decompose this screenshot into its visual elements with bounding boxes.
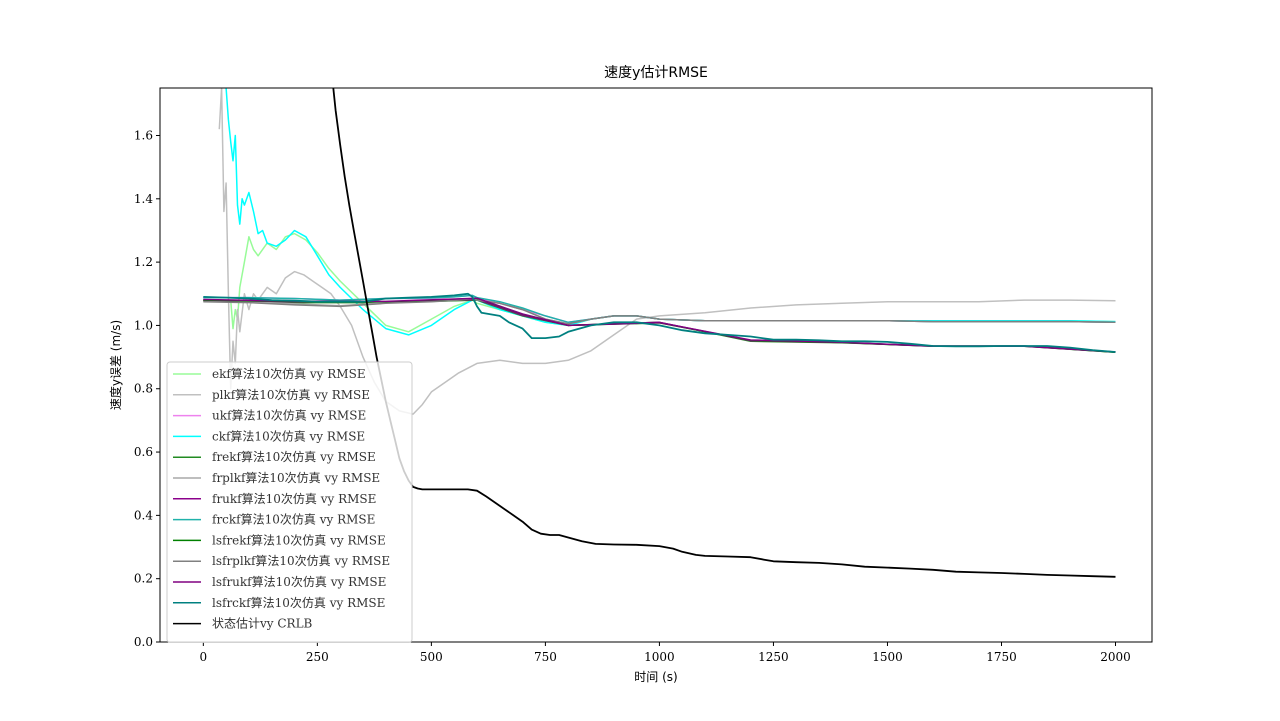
y-tick-label: 1.0	[134, 318, 153, 332]
y-tick-label: 0.8	[134, 382, 153, 396]
x-axis-label: 时间 (s)	[634, 670, 677, 684]
chart-title: 速度y估计RMSE	[604, 65, 708, 81]
x-tick-label: 1250	[758, 650, 789, 664]
series-line-9	[203, 297, 1116, 325]
x-axis: 0 250 500 750 1000 1250 1500 1750 2000	[200, 642, 1131, 664]
y-axis: 0.0 0.2 0.4 0.6 0.8 1.0 1.2 1.4 1.6	[134, 128, 160, 649]
x-tick-label: 1750	[986, 650, 1017, 664]
y-tick-label: 1.4	[134, 192, 153, 206]
legend-entry: plkf算法10次仿真 vy RMSE	[212, 387, 370, 402]
y-tick-label: 1.6	[134, 128, 153, 142]
legend-entry: lsfrckf算法10次仿真 vy RMSE	[212, 595, 385, 610]
series-line-12	[332, 88, 1116, 578]
y-tick-label: 0.0	[134, 635, 153, 649]
x-tick-label: 1500	[872, 650, 903, 664]
legend-entry: ekf算法10次仿真 vy RMSE	[212, 366, 366, 381]
legend-entry: lsfrukf算法10次仿真 vy RMSE	[212, 574, 386, 589]
x-tick-label: 1000	[644, 650, 675, 664]
series-line-11	[203, 292, 1116, 353]
legend-entry: lsfrplkf算法10次仿真 vy RMSE	[212, 553, 390, 568]
y-tick-label: 0.4	[134, 508, 153, 522]
y-tick-label: 0.2	[134, 572, 153, 586]
x-tick-label: 250	[306, 650, 329, 664]
x-tick-label: 750	[534, 650, 557, 664]
legend-entry: frckf算法10次仿真 vy RMSE	[212, 512, 375, 527]
x-tick-label: 500	[420, 650, 443, 664]
x-tick-label: 2000	[1100, 650, 1131, 664]
x-tick-label: 0	[200, 650, 208, 664]
legend-entry: frplkf算法10次仿真 vy RMSE	[212, 470, 380, 485]
legend-entry: 状态估计vy CRLB	[212, 617, 313, 631]
legend-box	[166, 361, 413, 643]
legend-entry: frekf算法10次仿真 vy RMSE	[212, 449, 376, 464]
legend-entry: ckf算法10次仿真 vy RMSE	[212, 428, 365, 443]
legend: ekf算法10次仿真 vy RMSE plkf算法10次仿真 vy RMSE ukf…	[166, 361, 413, 643]
y-axis-label: 速度y误差 (m/s)	[108, 320, 123, 410]
y-tick-label: 0.6	[134, 445, 153, 459]
y-tick-label: 1.2	[134, 255, 153, 269]
plot-frame	[159, 87, 1153, 643]
legend-entry: frukf算法10次仿真 vy RMSE	[212, 491, 376, 506]
legend-entry: lsfrekf算法10次仿真 vy RMSE	[212, 532, 386, 547]
legend-entry: ukf算法10次仿真 vy RMSE	[212, 408, 366, 423]
